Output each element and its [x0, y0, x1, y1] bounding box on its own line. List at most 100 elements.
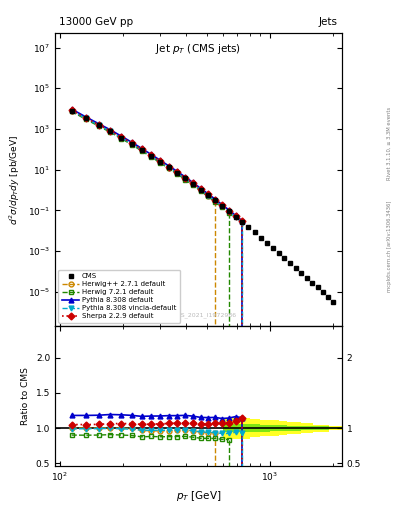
Sherpa 2.2.9 default — [240, 218, 244, 224]
Pythia 8.308 vincia-default — [166, 164, 171, 170]
CMS — [320, 289, 325, 295]
CMS — [326, 294, 331, 300]
Sherpa 2.2.9 default — [213, 197, 217, 203]
Pythia 8.308 vincia-default — [96, 122, 101, 129]
CMS — [191, 181, 195, 187]
Herwig++ 2.7.1 default — [119, 135, 123, 141]
Sherpa 2.2.9 default — [206, 191, 210, 198]
Pythia 8.308 vincia-default — [83, 115, 88, 121]
Herwig 7.2.1 default — [198, 188, 203, 194]
Text: Jet $p_T$ (CMS jets): Jet $p_T$ (CMS jets) — [156, 42, 241, 56]
Herwig++ 2.7.1 default — [149, 153, 153, 159]
Pythia 8.308 vincia-default — [240, 220, 244, 226]
Sherpa 2.2.9 default — [198, 186, 203, 192]
Pythia 8.308 vincia-default — [158, 159, 162, 165]
Herwig++ 2.7.1 default — [213, 198, 217, 204]
Herwig++ 2.7.1 default — [191, 181, 195, 187]
Line: Pythia 8.308 default: Pythia 8.308 default — [69, 106, 244, 223]
CMS — [226, 208, 231, 214]
CMS — [264, 240, 269, 246]
Herwig 7.2.1 default — [149, 154, 153, 160]
Sherpa 2.2.9 default — [220, 202, 224, 208]
Pythia 8.308 default — [183, 174, 187, 180]
Sherpa 2.2.9 default — [191, 180, 195, 186]
CMS — [310, 280, 314, 286]
Pythia 8.308 default — [96, 120, 101, 126]
Text: 13000 GeV pp: 13000 GeV pp — [59, 16, 133, 27]
Herwig 7.2.1 default — [158, 160, 162, 166]
Herwig 7.2.1 default — [166, 165, 171, 172]
Pythia 8.308 default — [240, 218, 244, 224]
CMS — [96, 122, 101, 128]
CMS — [276, 250, 281, 256]
Herwig++ 2.7.1 default — [129, 141, 134, 147]
Sherpa 2.2.9 default — [226, 207, 231, 214]
CMS — [108, 129, 113, 135]
Pythia 8.308 default — [213, 196, 217, 202]
Pythia 8.308 vincia-default — [191, 181, 195, 187]
Pythia 8.308 default — [220, 202, 224, 208]
Pythia 8.308 default — [149, 152, 153, 158]
Herwig 7.2.1 default — [83, 116, 88, 122]
Pythia 8.308 vincia-default — [183, 176, 187, 182]
Herwig 7.2.1 default — [206, 194, 210, 200]
CMS — [175, 169, 180, 176]
Herwig++ 2.7.1 default — [96, 122, 101, 128]
X-axis label: $p_T$ [GeV]: $p_T$ [GeV] — [176, 489, 221, 503]
Sherpa 2.2.9 default — [83, 115, 88, 121]
CMS — [158, 159, 162, 165]
Pythia 8.308 vincia-default — [119, 135, 123, 141]
CMS — [305, 274, 309, 281]
Pythia 8.308 vincia-default — [220, 203, 224, 209]
Pythia 8.308 vincia-default — [129, 141, 134, 147]
CMS — [139, 146, 144, 153]
Legend: CMS, Herwig++ 2.7.1 default, Herwig 7.2.1 default, Pythia 8.308 default, Pythia : CMS, Herwig++ 2.7.1 default, Herwig 7.2.… — [59, 269, 180, 323]
Pythia 8.308 default — [158, 157, 162, 163]
CMS — [331, 298, 336, 305]
Sherpa 2.2.9 default — [129, 140, 134, 146]
CMS — [270, 245, 275, 251]
Sherpa 2.2.9 default — [166, 164, 171, 170]
Herwig 7.2.1 default — [226, 210, 231, 216]
Herwig++ 2.7.1 default — [206, 193, 210, 199]
CMS — [240, 219, 244, 225]
Line: CMS: CMS — [69, 108, 336, 304]
Herwig++ 2.7.1 default — [166, 164, 171, 170]
Herwig++ 2.7.1 default — [139, 147, 144, 153]
Sherpa 2.2.9 default — [96, 121, 101, 127]
Herwig++ 2.7.1 default — [175, 170, 180, 176]
CMS — [288, 260, 292, 266]
Herwig 7.2.1 default — [191, 182, 195, 188]
Pythia 8.308 vincia-default — [206, 193, 210, 199]
Herwig 7.2.1 default — [129, 142, 134, 148]
CMS — [315, 284, 320, 290]
CMS — [83, 115, 88, 121]
Pythia 8.308 default — [83, 114, 88, 120]
Herwig++ 2.7.1 default — [83, 115, 88, 121]
CMS — [220, 203, 224, 209]
CMS — [252, 229, 257, 236]
Pythia 8.308 default — [175, 168, 180, 175]
Herwig++ 2.7.1 default — [198, 187, 203, 193]
CMS — [149, 153, 153, 159]
Herwig++ 2.7.1 default — [69, 108, 74, 114]
Sherpa 2.2.9 default — [108, 127, 113, 134]
Pythia 8.308 vincia-default — [213, 198, 217, 204]
Text: mcplots.cern.ch [arXiv:1306.3436]: mcplots.cern.ch [arXiv:1306.3436] — [387, 200, 392, 291]
Herwig 7.2.1 default — [119, 136, 123, 142]
Pythia 8.308 default — [191, 179, 195, 185]
CMS — [213, 197, 217, 203]
CMS — [198, 186, 203, 193]
Pythia 8.308 default — [119, 133, 123, 139]
CMS — [299, 270, 304, 276]
Pythia 8.308 default — [233, 212, 238, 219]
Pythia 8.308 default — [166, 163, 171, 169]
Line: Pythia 8.308 vincia-default: Pythia 8.308 vincia-default — [69, 108, 244, 225]
Pythia 8.308 vincia-default — [175, 170, 180, 176]
CMS — [69, 108, 74, 114]
Sherpa 2.2.9 default — [158, 158, 162, 164]
Herwig 7.2.1 default — [183, 177, 187, 183]
Text: CMS_2021_I1972986: CMS_2021_I1972986 — [172, 312, 237, 317]
CMS — [246, 224, 251, 230]
Pythia 8.308 vincia-default — [226, 209, 231, 215]
